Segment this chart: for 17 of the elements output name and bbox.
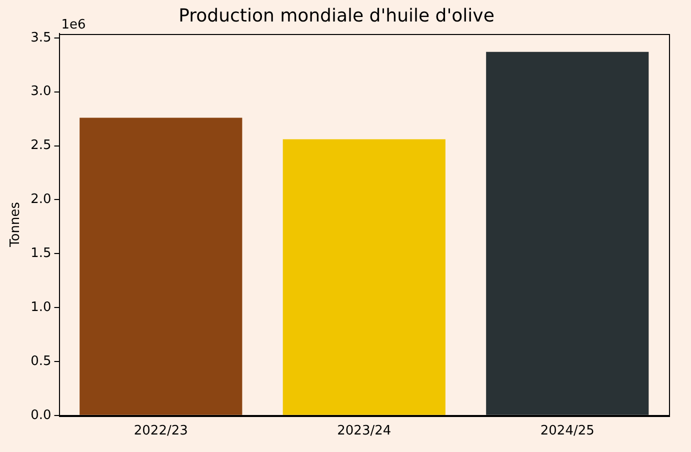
text: 1e6	[61, 17, 86, 32]
y-tick-label: 1.0	[30, 300, 52, 315]
bar	[282, 139, 446, 415]
y-tick-label: 1.5	[30, 246, 52, 261]
y-tick-label: 2.5	[30, 138, 52, 154]
y-tick-label: 0.5	[30, 354, 52, 369]
x-tick-label: 2022/23	[134, 424, 188, 439]
bar	[486, 52, 649, 415]
x-tick-label: 2024/25	[540, 424, 594, 439]
y-axis-title: Tonnes	[8, 202, 24, 248]
chart-title: Production mondiale d'huile d'olive	[178, 5, 494, 26]
y-tick-label: 3.5	[30, 30, 52, 46]
x-tick-label: 2023/24	[337, 424, 392, 439]
y-tick-label: 2.0	[30, 192, 52, 208]
y-tick-label: 3.0	[30, 84, 52, 100]
y-tick-label: 0.0	[30, 408, 52, 423]
bar	[80, 118, 242, 415]
